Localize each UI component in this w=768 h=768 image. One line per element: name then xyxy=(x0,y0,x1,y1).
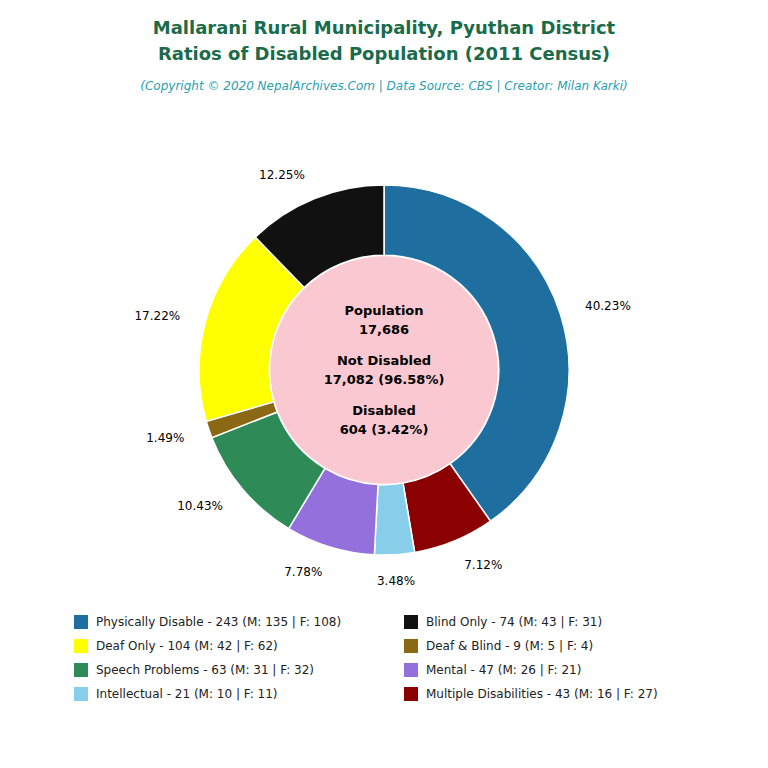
data-label: 12.25% xyxy=(259,168,305,182)
center-text: Disabled xyxy=(352,403,416,418)
data-label: 17.22% xyxy=(134,309,180,323)
legend-swatch xyxy=(404,615,418,629)
data-labels: 40.23% 7.12% 3.48% 7.78% 10.43% 1.49% 17.22% 12… xyxy=(134,168,630,588)
title: Ratios of Disabled Population (2011 Cens… xyxy=(158,43,610,64)
legend-swatch xyxy=(404,639,418,653)
legend-entry: Mental - 47 (M: 26 | F: 21) xyxy=(426,663,581,677)
center-circle xyxy=(270,256,497,483)
data-label: 7.78% xyxy=(284,565,322,579)
legend-swatch xyxy=(74,615,88,629)
background xyxy=(0,0,768,768)
data-label: 10.43% xyxy=(177,499,223,513)
legend-entry: Multiple Disabilities - 43 (M: 16 | F: 2… xyxy=(426,687,658,701)
subtitle: (Copyright © 2020 NepalArchives.Com | Da… xyxy=(140,79,627,93)
data-label: 1.49% xyxy=(146,431,184,445)
donut xyxy=(199,185,569,555)
center-text: 604 (3.42%) xyxy=(340,422,429,437)
legend-entry: Deaf & Blind - 9 (M: 5 | F: 4) xyxy=(426,639,593,653)
title: Mallarani Rural Municipality, Pyuthan Di… xyxy=(153,17,616,38)
data-label: 3.48% xyxy=(377,574,415,588)
data-label: 40.23% xyxy=(585,299,631,313)
legend-swatch xyxy=(404,687,418,701)
center-text: Not Disabled xyxy=(337,353,431,368)
center-text: Population xyxy=(344,303,423,318)
data-label: 7.12% xyxy=(464,558,502,572)
legend-swatch xyxy=(74,663,88,677)
legend-swatch xyxy=(74,639,88,653)
center-text: 17,686 xyxy=(359,322,409,337)
legend: Physically Disable - 243 (M: 135 | F: 10… xyxy=(74,615,658,701)
legend-entry: Blind Only - 74 (M: 43 | F: 31) xyxy=(426,615,602,629)
legend-entry: Speech Problems - 63 (M: 31 | F: 32) xyxy=(96,663,314,677)
legend-swatch xyxy=(404,663,418,677)
legend-entry: Physically Disable - 243 (M: 135 | F: 10… xyxy=(96,615,341,629)
chart: Mallarani Rural Municipality, Pyuthan Di… xyxy=(0,0,768,768)
donut-slice xyxy=(374,483,414,555)
center-text: 17,082 (96.58%) xyxy=(324,372,445,387)
legend-entry: Intellectual - 21 (M: 10 | F: 11) xyxy=(96,687,278,701)
legend-swatch xyxy=(74,687,88,701)
legend-entry: Deaf Only - 104 (M: 42 | F: 62) xyxy=(96,639,278,653)
